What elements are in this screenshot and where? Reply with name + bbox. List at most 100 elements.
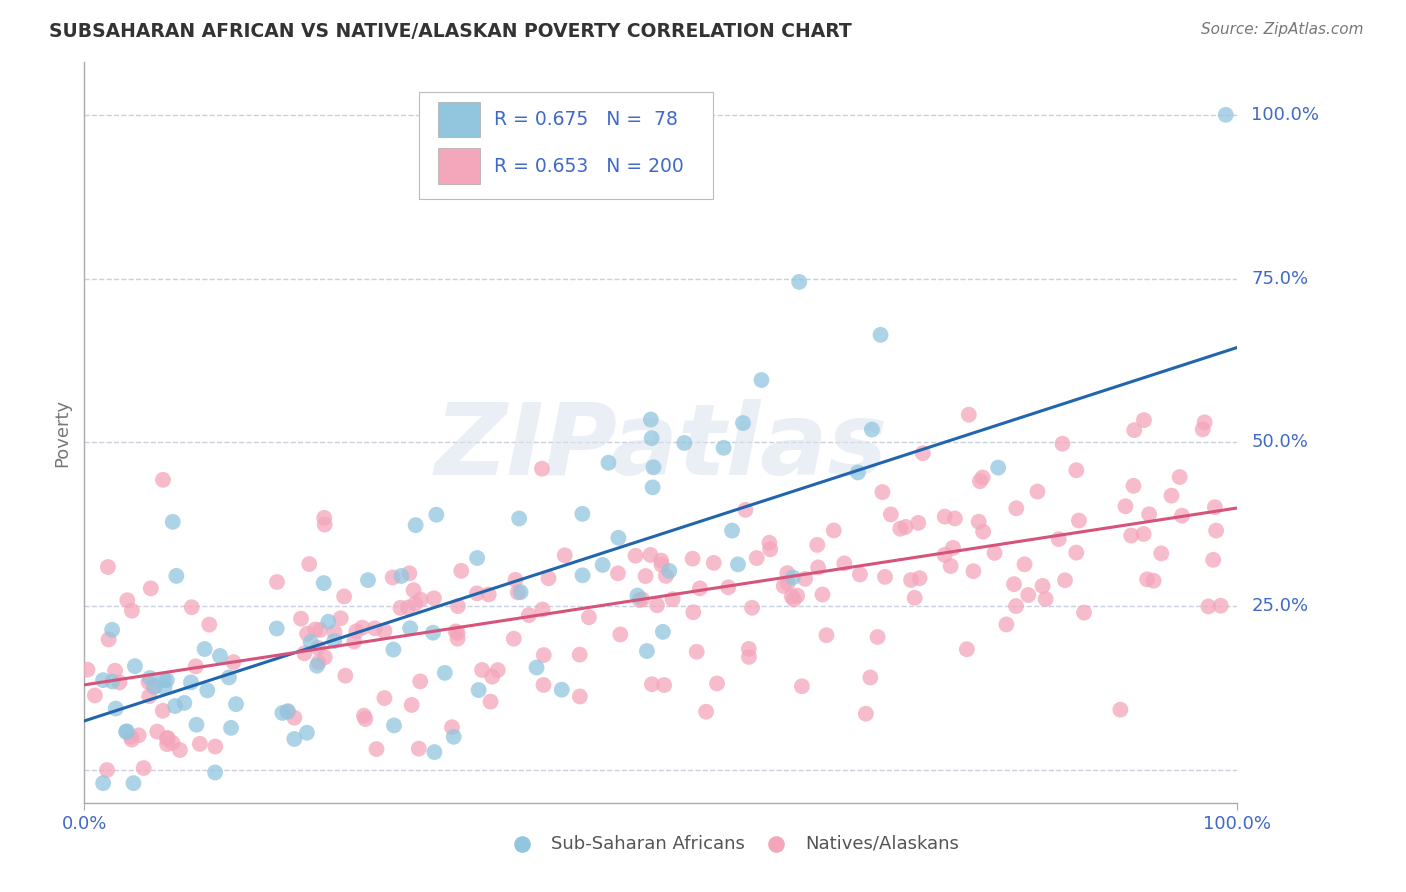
Point (364, 621, 387, 635)
Point (277, 704, 299, 718)
Point (624, 549, 647, 563)
Point (640, 412, 662, 426)
Point (713, 441, 735, 455)
Point (143, 680, 166, 694)
Point (124, 659, 146, 673)
Point (626, 589, 648, 603)
Point (907, 516, 929, 530)
Text: R = 0.653   N = 200: R = 0.653 N = 200 (494, 157, 683, 176)
Point (900, 573, 922, 587)
Point (465, 551, 488, 566)
Point (651, 558, 673, 572)
Text: 75.0%: 75.0% (1251, 269, 1309, 287)
Point (225, 697, 247, 711)
Point (335, 668, 357, 682)
Point (758, 536, 780, 550)
Point (962, 564, 984, 578)
Point (1160, 489, 1182, 503)
FancyBboxPatch shape (419, 92, 713, 200)
Point (598, 456, 620, 470)
Point (104, 664, 127, 678)
Point (530, 461, 553, 475)
Point (872, 485, 894, 500)
Bar (439, 102, 479, 137)
Point (531, 602, 554, 616)
Point (1137, 507, 1160, 521)
Point (309, 623, 332, 637)
Point (745, 551, 768, 566)
Point (682, 551, 704, 566)
Point (447, 599, 470, 613)
Point (97, 560, 120, 574)
Point (305, 658, 328, 673)
Point (787, 275, 810, 289)
Point (1133, 413, 1156, 427)
Point (972, 470, 994, 484)
Point (786, 589, 808, 603)
Point (1122, 479, 1144, 493)
Point (373, 691, 395, 706)
Point (650, 553, 672, 567)
Point (866, 630, 889, 644)
Point (1114, 500, 1136, 514)
Point (276, 705, 298, 719)
Point (1053, 574, 1076, 588)
Point (734, 503, 756, 517)
Point (782, 570, 804, 584)
Point (446, 632, 468, 646)
Point (717, 580, 740, 594)
Point (184, 659, 207, 673)
Point (634, 569, 657, 583)
Point (409, 592, 432, 607)
Point (706, 676, 728, 690)
Point (447, 626, 470, 640)
Point (505, 573, 527, 587)
Point (759, 542, 782, 557)
Point (401, 698, 423, 712)
Point (139, 671, 162, 685)
Point (776, 576, 799, 591)
Point (352, 621, 374, 635)
Point (783, 592, 806, 607)
Point (873, 570, 896, 584)
Point (422, 625, 444, 640)
Point (904, 591, 927, 605)
Point (117, 593, 139, 607)
Point (344, 624, 367, 639)
Point (122, 776, 145, 790)
Point (101, 674, 124, 689)
Point (1067, 514, 1090, 528)
Point (655, 569, 678, 583)
Point (398, 566, 420, 581)
Point (471, 663, 494, 677)
Text: Natives/Alaskans: Natives/Alaskans (806, 835, 959, 853)
Point (271, 706, 294, 720)
Point (323, 634, 346, 648)
Point (987, 460, 1010, 475)
Point (353, 708, 375, 723)
Point (382, 642, 405, 657)
Point (889, 522, 911, 536)
Text: 25.0%: 25.0% (1251, 598, 1309, 615)
Point (969, 474, 991, 488)
Point (1197, 599, 1219, 614)
Point (641, 677, 664, 691)
Point (908, 571, 931, 585)
Point (983, 546, 1005, 560)
Point (104, 701, 127, 715)
Point (409, 674, 432, 689)
Point (972, 524, 994, 539)
Point (1073, 606, 1095, 620)
Bar (439, 148, 479, 184)
Point (404, 597, 426, 611)
Point (405, 518, 427, 533)
Point (846, 466, 869, 480)
Point (314, 517, 336, 532)
Point (444, 624, 467, 639)
Point (703, 556, 725, 570)
Point (186, 717, 208, 731)
Point (957, 408, 980, 422)
Point (156, 673, 179, 688)
Point (198, 617, 221, 632)
Point (695, 705, 717, 719)
